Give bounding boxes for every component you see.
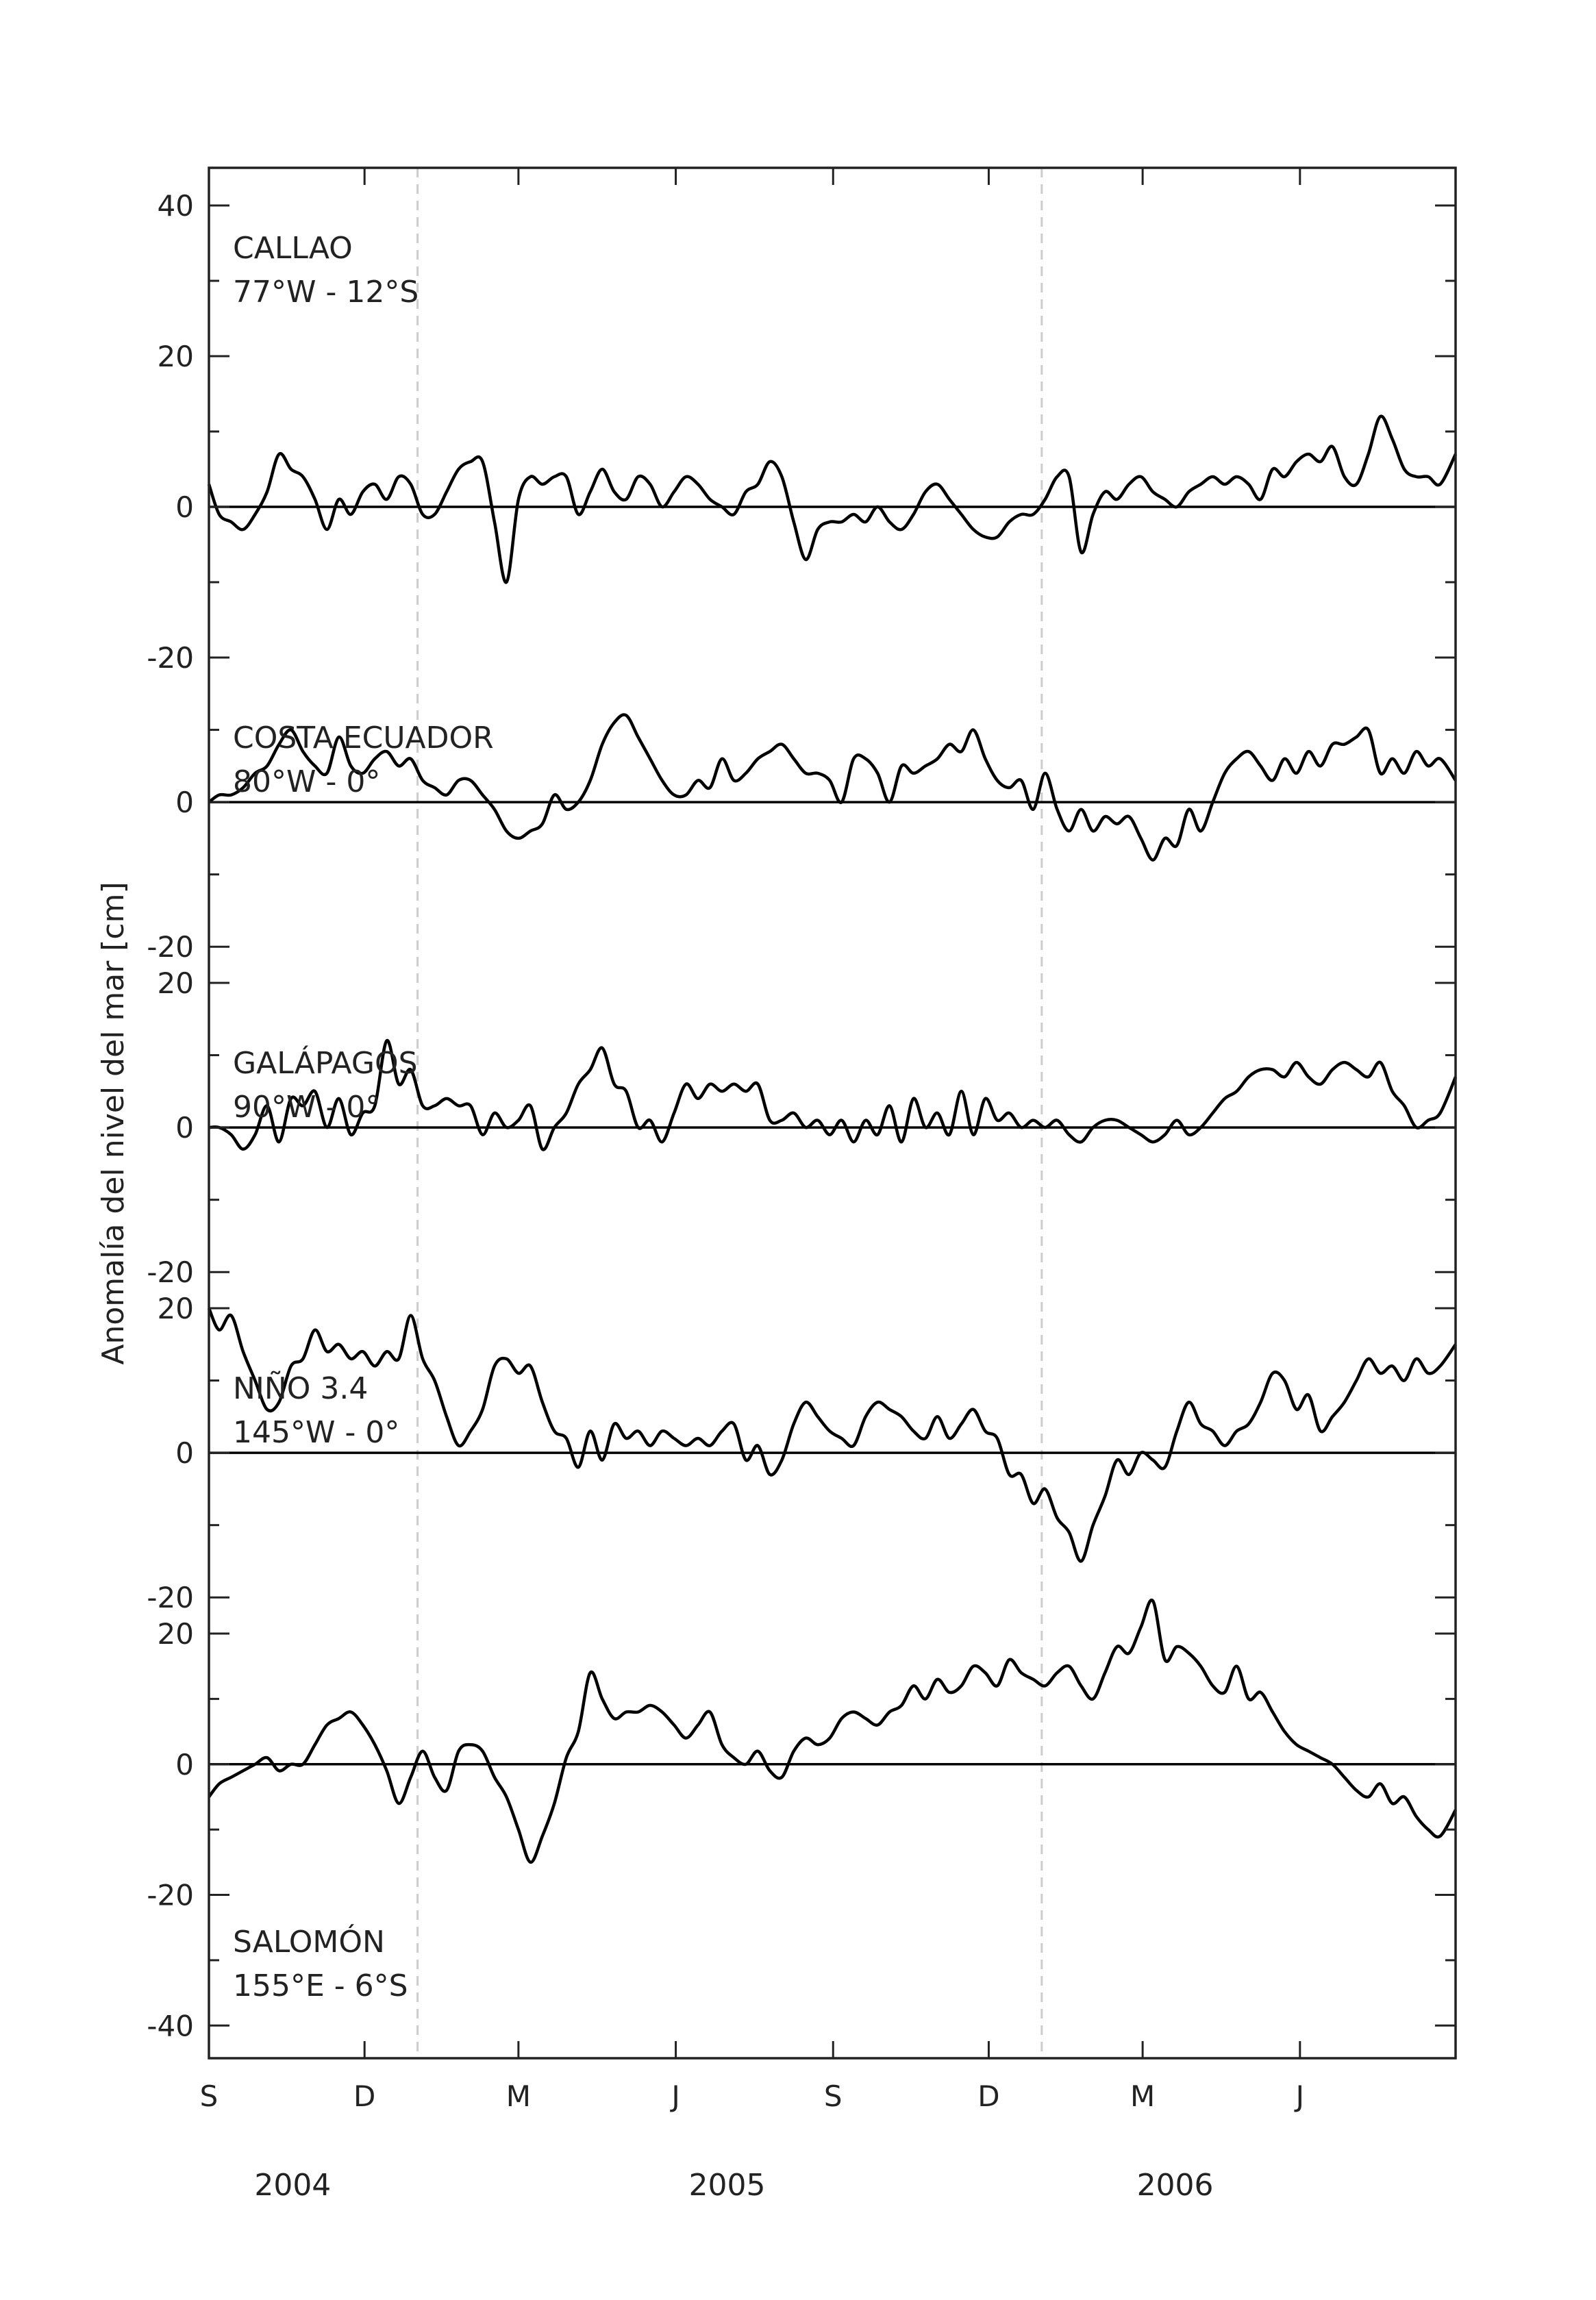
y-tick-label: -20 — [147, 1581, 194, 1614]
panel-name: CALLAO — [233, 231, 353, 266]
panel: 20 0 -20 -40 SALOMÓN 155°E - 6°S — [147, 1598, 1457, 2042]
y-tick-label: 0 — [175, 786, 194, 819]
panel: 20 0 -20 COSTA ECUADOR 80°W - 0° — [147, 641, 1457, 964]
y-tick-label: -20 — [147, 930, 194, 964]
x-tick-label: J — [669, 2079, 679, 2113]
panel-name: NIÑO 3.4 — [233, 1371, 368, 1406]
y-tick-label: -40 — [147, 2009, 194, 2042]
x-tick-label: D — [977, 2079, 999, 2113]
year-label: 2005 — [688, 2168, 765, 2203]
y-axis-label: Anomalía del nivel del mar [cm] — [96, 882, 131, 1364]
y-tick-label: 20 — [158, 340, 194, 373]
x-tick-label: D — [353, 2079, 375, 2113]
panel-name: COSTA ECUADOR — [233, 721, 494, 755]
year-label: 2004 — [254, 2168, 331, 2203]
x-tick-label: S — [824, 2079, 843, 2113]
y-tick-label: 40 — [158, 189, 194, 223]
panel-name: GALÁPAGOS — [233, 1045, 418, 1081]
panel-coords: 155°E - 6°S — [233, 1968, 408, 2003]
y-tick-label: -20 — [147, 1255, 194, 1289]
year-label: 2006 — [1137, 2168, 1214, 2203]
y-tick-label: 20 — [158, 966, 194, 1000]
series-line — [207, 1308, 1457, 1563]
y-tick-label: 20 — [158, 1617, 194, 1651]
panels: 40 20 0 -20 CALLAO 77°W - 12°S 20 0 -20 COSTA ECU… — [147, 189, 1458, 2042]
panel-coords: 90°W - 0° — [233, 1090, 380, 1125]
panel-coords: 145°W - 0° — [233, 1415, 399, 1450]
axes: S D M J S D M J 2004 2005 2006 — [200, 166, 1457, 2203]
x-tick-label: J — [1294, 2079, 1304, 2113]
reference-lines — [416, 168, 1043, 2058]
y-tick-label: 0 — [175, 1436, 194, 1470]
y-tick-label: 0 — [175, 490, 194, 524]
y-tick-label: 20 — [158, 1292, 194, 1325]
panel: 20 0 -20 NIÑO 3.4 145°W - 0° — [147, 1292, 1457, 1614]
series-line — [208, 713, 1457, 862]
series-line — [208, 1039, 1458, 1151]
x-tick-label: S — [200, 2079, 219, 2113]
series-line — [207, 414, 1458, 584]
panel: 20 0 -20 GALÁPAGOS 90°W - 0° — [147, 966, 1458, 1289]
panel-coords: 80°W - 0° — [233, 764, 380, 799]
y-tick-label: 20 — [158, 641, 194, 675]
y-tick-label: 0 — [175, 1748, 194, 1782]
panel-name: SALOMÓN — [233, 1923, 385, 1960]
x-tick-label: M — [506, 2079, 531, 2113]
y-tick-label: -20 — [147, 641, 194, 675]
y-tick-label: -20 — [147, 1879, 194, 1912]
panel-coords: 77°W - 12°S — [233, 275, 419, 310]
y-tick-label: 0 — [175, 1111, 194, 1145]
series-line — [208, 1598, 1457, 1864]
x-tick-label: M — [1130, 2079, 1155, 2113]
